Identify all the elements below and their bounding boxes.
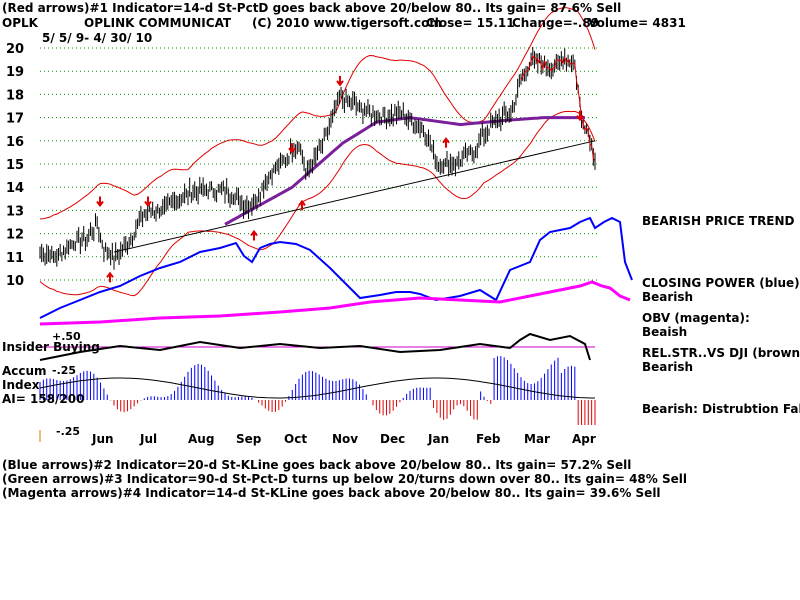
index-label: Index [2, 378, 40, 392]
y-tick-label: 17 [6, 112, 24, 127]
y-tick-label: 14 [6, 181, 24, 196]
y-tick-label: 19 [6, 65, 24, 80]
x-tick-jul: Jul [139, 432, 157, 446]
x-tick-jun: Jun [91, 432, 114, 446]
insider-buying-label: Insider Buying [2, 340, 100, 354]
distribution-note: Bearish: Distrubtion Falling. [642, 402, 800, 416]
y-tick-label: 18 [6, 88, 24, 103]
y-tick-label: 12 [6, 228, 24, 243]
x-tick-feb: Feb [476, 432, 501, 446]
minus25-label-upper: -.25 [52, 364, 77, 377]
x-tick-sep: Sep [236, 432, 262, 446]
buy-arrow [442, 137, 450, 148]
support-trendline [113, 140, 596, 253]
y-tick-label: 16 [6, 135, 24, 150]
plus50-label: +.50 [52, 330, 81, 343]
y-tick-label: 13 [6, 204, 24, 219]
footer-indicator-3: (Green arrows)#3 Indicator=90-d St-Pct-D… [2, 472, 687, 486]
minus25-label-lower: -.25 [56, 425, 81, 438]
change-value: Change=-.89 [512, 16, 600, 30]
x-tick-apr: Apr [572, 432, 596, 446]
obv-note: OBV (magenta): [642, 311, 750, 325]
sell-arrow [144, 196, 152, 208]
price-trend-note: BEARISH PRICE TREND [642, 214, 795, 228]
x-tick-aug: Aug [188, 432, 214, 446]
x-tick-nov: Nov [332, 432, 358, 446]
upper-band [39, 6, 596, 220]
closing-power-line [39, 216, 633, 319]
recent-close-line [520, 54, 596, 162]
close-price: Close= 15.11 [426, 16, 515, 30]
sell-arrow [288, 143, 296, 154]
volume-value: Volume= 4831 [588, 16, 686, 30]
x-tick-oct: Oct [284, 432, 307, 446]
relative-strength-line [39, 332, 591, 361]
relstr-status: Bearish [642, 360, 694, 374]
relstr-note: REL.STR..VS DJI (brown): [642, 346, 800, 360]
x-tick-dec: Dec [380, 432, 405, 446]
buy-arrow [298, 199, 306, 211]
ai-label: AI= 158/200 [2, 392, 85, 406]
buy-arrow [106, 271, 114, 283]
x-tick-mar: Mar [524, 432, 550, 446]
sell-arrow [96, 196, 104, 208]
closing-power-status: Bearish [642, 290, 694, 304]
accum-label: Accum [2, 364, 47, 378]
footer-indicator-4: (Magenta arrows)#4 Indicator=14-d St-KLi… [2, 486, 661, 500]
lower-band [39, 110, 596, 297]
closing-power-note: CLOSING POWER (blue): [642, 276, 800, 290]
sell-arrow [336, 75, 344, 87]
obv-line [39, 280, 631, 326]
accum-index-average [39, 377, 595, 399]
company-name: OPLINK COMMUNICAT [84, 16, 232, 30]
ticker-symbol: OPLK [2, 16, 38, 30]
x-tick-jan: Jan [427, 432, 449, 446]
y-tick-label: 10 [6, 274, 24, 289]
y-tick-label: 11 [6, 251, 24, 266]
sell-arrow [576, 110, 584, 122]
footer-indicator-2: (Blue arrows)#2 Indicator=20-d St-KLine … [2, 458, 632, 472]
date-range: 5/ 5/ 9- 4/ 30/ 10 [42, 31, 153, 45]
copyright: (C) 2010 www.tigersoft.com [252, 16, 442, 30]
buy-arrow [250, 229, 258, 241]
y-tick-label: 20 [6, 42, 24, 57]
y-tick-label: 15 [6, 158, 24, 173]
obv-status: Beaish [642, 325, 688, 339]
header-indicator-1: (Red arrows)#1 Indicator=14-d St-PctD go… [2, 1, 622, 15]
